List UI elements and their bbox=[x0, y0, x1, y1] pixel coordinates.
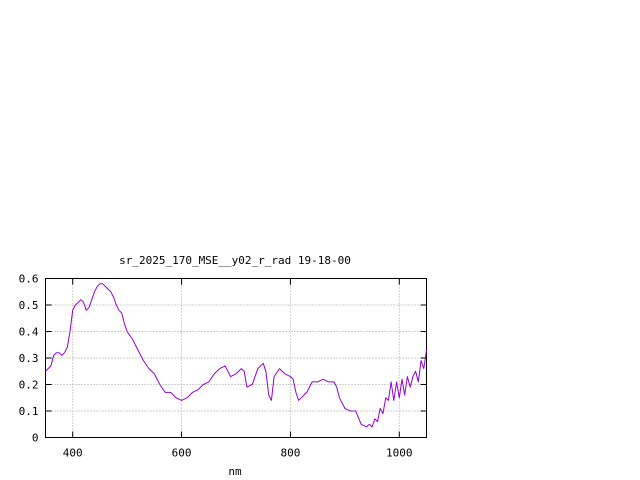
y-tick-label: 0.6 bbox=[19, 273, 39, 286]
y-tick-label: 0.5 bbox=[19, 299, 39, 312]
chart-title: sr_2025_170_MSE__y02_r_rad 19-18-00 bbox=[119, 254, 351, 267]
series-line bbox=[45, 283, 427, 428]
x-tick-label: 600 bbox=[172, 447, 192, 460]
y-tick-label: 0 bbox=[32, 432, 39, 445]
y-tick-label: 0.2 bbox=[19, 379, 39, 392]
y-tick-label: 0.4 bbox=[19, 326, 39, 339]
y-tick-label: 0.3 bbox=[19, 352, 39, 365]
tick-layer: 0 0.1 0.2 0.3 0.4 0.5 0.6 400 600 800 1000 bbox=[19, 273, 427, 460]
x-axis-label: nm bbox=[228, 465, 242, 478]
series-layer bbox=[45, 283, 427, 428]
grid-layer bbox=[45, 278, 427, 438]
y-tick-label: 0.1 bbox=[19, 405, 39, 418]
x-tick-label: 400 bbox=[63, 447, 83, 460]
x-tick-label: 800 bbox=[280, 447, 300, 460]
x-tick-label: 1000 bbox=[386, 447, 413, 460]
